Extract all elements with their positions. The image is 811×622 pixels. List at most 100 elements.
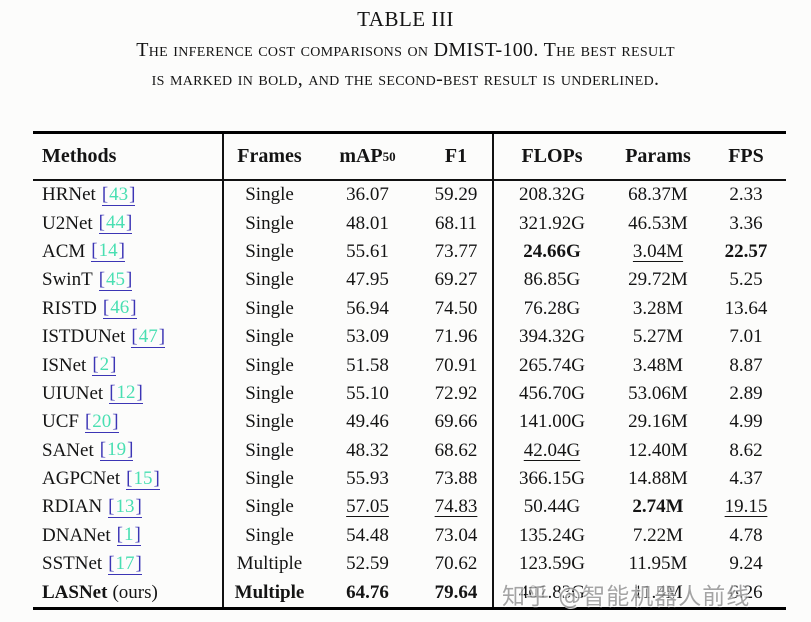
cite-number: 43 [109,183,129,205]
frames-cell: Single [222,181,315,210]
f1-cell: 69.66 [434,411,478,433]
f1-cell: 68.11 [434,212,478,234]
cite-bracket-close: ] [135,495,142,517]
citation-link[interactable]: [19] [99,439,134,462]
citation-link[interactable]: [46] [102,297,137,320]
citation-link[interactable]: [2] [92,355,117,377]
citation-link[interactable]: [43] [101,183,136,206]
fps-cell: 6.26 [729,581,763,603]
citation-link[interactable]: [15] [126,469,160,490]
f1-cell: 70.62 [434,553,478,575]
f1-cell: 73.04 [434,524,478,546]
table-row: SwinT [45] Single 47.95 69.27 86.85G 29.7… [33,266,786,295]
citation-link[interactable]: [20] [84,412,119,433]
frames-cell: Single [222,237,315,267]
frames-cell: Single [222,493,315,522]
f1-cell: 68.62 [434,439,478,461]
frames-cell: Multiple [222,550,315,579]
comparison-table: Methods Frames mAP 50 F1 FLOPs Params FPS… [33,131,786,610]
f1-cell: 71.96 [434,326,478,348]
cite-bracket-open: [ [98,212,105,234]
citation-link[interactable]: [47] [131,327,166,348]
caption-line-1: The inference cost comparisons on DMIST-… [136,39,675,61]
method-name: SwinT [42,269,93,291]
flops-cell: 86.85G [492,266,610,295]
map50-cell: 48.32 [346,439,389,461]
flops-cell: 141.00G [492,408,610,437]
method-cell: ISTDUNet [47] [33,323,222,351]
flops-cell: 76.28G [492,294,610,323]
cite-number: 19 [107,439,127,461]
method-cell: AGPCNet [15] [33,465,222,493]
cite-bracket-open: [ [108,552,115,574]
table-caption: The inference cost comparisons on DMIST-… [8,36,803,94]
method-suffix: (ours) [112,581,158,603]
map50-cell: 49.46 [346,411,389,433]
map50-cell: 51.58 [346,354,389,376]
cite-bracket-close: ] [153,467,160,489]
cite-bracket-close: ] [125,212,133,234]
frames-cell: Single [222,379,315,409]
table-row: RISTD [46] Single 56.94 74.50 76.28G 3.28… [33,294,786,323]
fps-cell: 8.87 [729,354,763,376]
table-row: ACM [14] Single 55.61 73.77 24.66G 3.04M … [33,237,786,267]
header-flops: FLOPs [492,134,610,179]
cite-bracket-open: [ [108,495,115,517]
citation-link[interactable]: [1] [116,525,141,547]
params-cell: 7.22M [632,524,684,546]
citation-link[interactable]: [44] [98,212,133,235]
fps-cell: 7.01 [729,326,763,348]
method-name: U2Net [42,212,93,234]
method-name: RDIAN [42,496,103,518]
cite-number: 13 [115,495,135,517]
f1-cell: 73.77 [434,240,478,262]
citation-link[interactable]: [14] [91,241,125,263]
map50-cell: 55.61 [346,240,389,262]
f1-cell: 72.92 [434,382,478,404]
method-cell: ACM [14] [33,238,222,266]
method-cell: DNANet [1] [33,522,222,550]
frames-cell: Multiple [222,578,315,607]
params-cell: 5.27M [632,326,684,348]
cite-bracket-close: ] [126,268,133,290]
method-cell: SwinT [45] [33,266,222,294]
frames-cell: Single [222,521,315,551]
method-cell: U2Net [44] [33,209,222,237]
citation-link[interactable]: [45] [98,268,133,291]
cite-bracket-close: ] [136,382,143,404]
table-row: SSTNet [17] Multiple 52.59 70.62 123.59G … [33,550,786,579]
citation-link[interactable]: [13] [108,497,142,518]
f1-cell: 73.88 [434,468,478,490]
cite-number: 46 [110,297,130,319]
f1-cell: 79.64 [434,581,478,603]
params-cell: 14.88M [628,468,688,490]
frames-cell: Single [222,436,315,465]
frames-cell: Single [222,209,315,238]
params-cell: 53.06M [628,382,688,404]
cite-number: 12 [116,382,136,404]
fps-cell: 2.89 [729,382,763,404]
cite-number: 45 [106,268,126,290]
method-name: ACM [42,240,86,262]
map50-cell: 54.48 [346,524,389,546]
method-cell: ISNet [2] [33,351,222,379]
table-row: SANet [19] Single 48.32 68.62 42.04G 12.4… [33,436,786,465]
params-cell: 2.74M [632,496,684,518]
method-cell: SSTNet [17] [33,550,222,578]
params-cell: 46.53M [628,212,688,234]
map50-cell: 53.09 [346,326,389,348]
params-cell: 3.48M [632,354,684,376]
frames-cell: Single [222,464,315,494]
table-header-row: Methods Frames mAP 50 F1 FLOPs Params FPS [33,134,786,181]
flops-cell: 321.92G [492,209,610,238]
frames-cell: Single [222,351,315,380]
method-cell: SANet [19] [33,437,222,465]
citation-link[interactable]: [17] [108,554,142,575]
header-fps: FPS [728,145,764,167]
params-cell: 3.28M [632,297,684,319]
table-title: TABLE III [357,7,454,31]
cite-bracket-open: [ [98,268,106,290]
flops-cell: 265.74G [492,351,610,380]
citation-link[interactable]: [12] [109,382,143,405]
method-cell: RDIAN [13] [33,493,222,521]
